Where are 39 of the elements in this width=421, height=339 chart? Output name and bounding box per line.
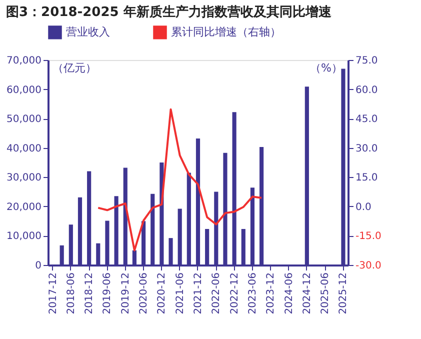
y-tick-label: 70,000 — [6, 56, 42, 66]
y2-tick-label: 75.0 — [356, 56, 378, 66]
x-tick-label: 2023-12 — [266, 272, 277, 314]
y-tick-label: 20,000 — [6, 202, 42, 213]
y2-tick-label: -30.0 — [356, 260, 382, 272]
x-tick-label: 2017-12 — [48, 272, 59, 314]
x-tick-label: 2024-06 — [284, 272, 295, 314]
y-tick-label: 30,000 — [6, 172, 42, 184]
x-tick-label: 2025-12 — [338, 272, 350, 314]
y-axis-title: （亿元） — [52, 62, 96, 74]
y-tick-label: 10,000 — [6, 231, 42, 242]
y2-tick-label: -15.0 — [356, 231, 382, 242]
x-tick-label: 2022-12 — [229, 272, 240, 314]
line-series — [97, 108, 263, 252]
chart-title: 图3：2018-2025 年新质生产力指数营收及其同比增速 — [6, 4, 332, 20]
y2-tick-label: 45.0 — [356, 114, 378, 126]
x-tick-label: 2019-06 — [102, 272, 114, 314]
x-tick-label: 2025-06 — [320, 272, 332, 314]
x-tick-label: 2018-12 — [84, 272, 96, 314]
x-tick-label: 2021-12 — [193, 272, 204, 314]
x-tick-label: 2023-06 — [247, 272, 258, 314]
x-tick-label: 2022-06 — [211, 272, 222, 314]
y-tick-label: 0 — [35, 260, 42, 272]
y2-tick-label: 0.0 — [356, 202, 372, 213]
x-tick-label: 2024-12 — [302, 272, 313, 314]
y-tick-label: 40,000 — [6, 143, 42, 154]
x-tick-label: 2020-12 — [156, 272, 168, 314]
y2-tick-label: 30.0 — [356, 143, 378, 154]
x-tick-label: 2018-06 — [66, 272, 77, 314]
x-tick-label: 2020-06 — [138, 272, 150, 314]
y-tick-label: 50,000 — [6, 114, 42, 126]
x-tick-label: 2019-12 — [120, 272, 132, 314]
y2-tick-label: 60.0 — [356, 84, 378, 96]
legend-label: 累计同比增速（右轴） — [171, 25, 281, 38]
legend-label: 营业收入 — [66, 25, 110, 38]
x-tick-label: 2021-06 — [174, 272, 186, 314]
y-tick-label: 60,000 — [6, 84, 42, 96]
y2-axis-title: （%） — [310, 62, 342, 74]
y2-tick-label: 15.0 — [356, 172, 378, 184]
